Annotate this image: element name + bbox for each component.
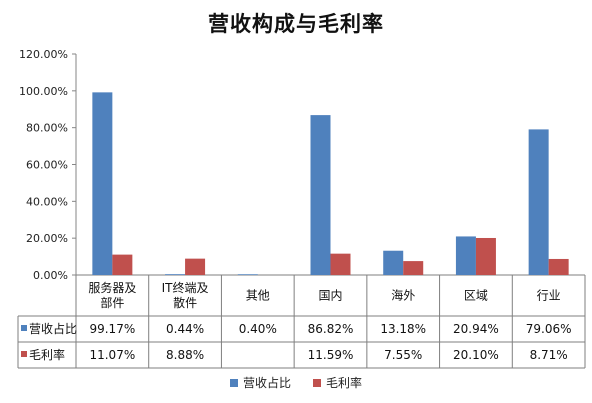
legend-label-gross-margin: 毛利率 [326,376,363,390]
bar-gross-margin [475,237,496,275]
data-table-cell: 11.07% [89,348,135,362]
data-table-cell: 13.18% [380,322,426,336]
data-table-cell: 11.59% [308,348,354,362]
legend-item-gross-margin: 毛利率 [313,374,362,391]
bar-revenue-share [455,236,476,275]
y-tick-label: 0.00% [33,269,68,282]
data-table-cell: 79.06% [526,322,572,336]
legend: 营收占比 毛利率 [0,374,592,391]
legend-swatch-revenue-share [229,378,238,387]
category-label: 散件 [173,295,197,310]
category-label: 海外 [391,288,415,303]
category-label: 行业 [537,289,561,303]
bar-gross-margin [330,253,351,275]
y-tick-label: 100.00% [19,85,68,98]
category-label: 其他 [246,289,270,303]
bar-gross-margin [112,254,133,275]
legend-item-revenue-share: 营收占比 [229,374,291,391]
legend-label-revenue-share: 营收占比 [242,376,291,390]
data-table-cell: 20.94% [453,322,499,336]
bar-gross-margin [548,258,569,275]
category-label: 国内 [318,289,342,303]
category-label: 服务器及 [88,280,136,295]
legend-swatch-gross-margin [313,378,321,387]
data-table-cell: 99.17% [89,322,135,336]
data-table-cell: 7.55% [384,348,422,362]
chart-title: 营收构成与毛利率 [208,11,384,36]
bar-revenue-share [165,274,186,275]
category-label: 部件 [100,295,124,310]
data-table-cell: 8.88% [166,348,204,362]
data-table-cell: 20.10% [453,348,499,362]
data-table-cell: 8.71% [530,348,568,362]
category-label: IT终端及 [162,280,209,295]
table-key-revenue-share [21,325,27,331]
bar-revenue-share [237,274,258,275]
y-tick-label: 40.00% [26,195,68,208]
y-tick-label: 120.00% [19,48,68,61]
bar-revenue-share [92,92,113,276]
y-tick-label: 80.00% [26,122,68,135]
data-table-cell: 86.82% [308,322,354,336]
bar-gross-margin [403,261,424,275]
table-key-gross-margin [21,351,27,357]
bar-revenue-share [383,250,404,275]
category-label: 区域 [464,289,488,303]
bar-revenue-share [528,129,549,275]
table-row-header-revenue-share: 营收占比 [29,321,77,336]
bar-revenue-share [310,115,331,275]
y-tick-label: 60.00% [26,159,68,172]
y-tick-label: 20.00% [26,232,68,245]
bar-gross-margin [185,258,206,275]
data-table-cell: 0.44% [166,322,204,336]
table-row-header-gross-margin: 毛利率 [29,347,65,362]
data-table-cell: 0.40% [239,322,277,336]
